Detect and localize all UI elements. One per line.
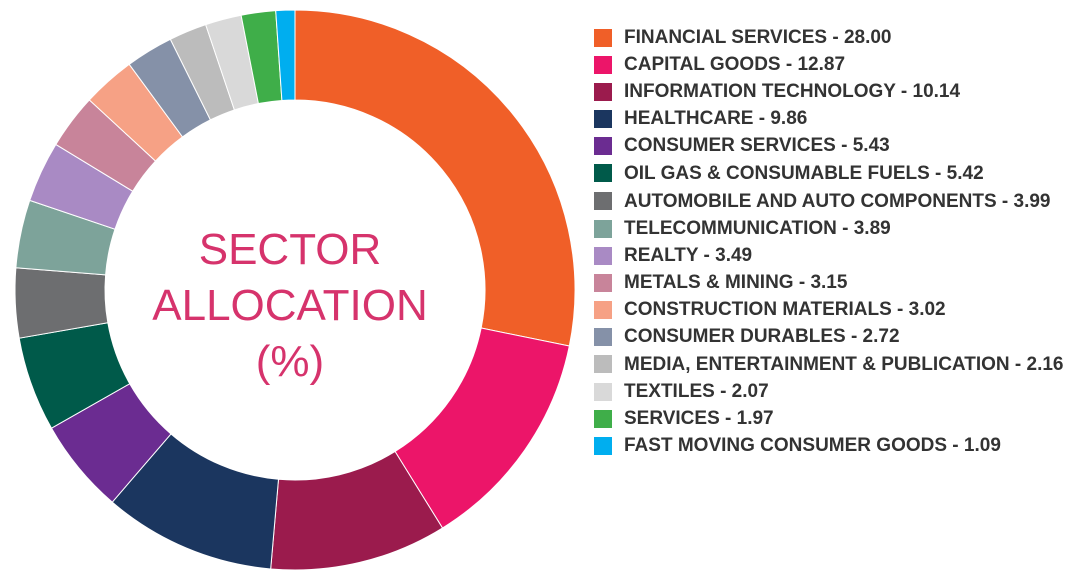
legend-swatch	[594, 29, 612, 47]
center-title-line-3: (%)	[255, 337, 325, 386]
legend-swatch	[594, 437, 612, 455]
legend-swatch	[594, 355, 612, 373]
legend-item: TELECOMMUNICATION - 3.89	[594, 219, 1074, 239]
legend-label: CAPITAL GOODS - 12.87	[624, 54, 846, 75]
legend-label: CONSTRUCTION MATERIALS - 3.02	[624, 299, 946, 320]
legend-item: CONSUMER SERVICES - 5.43	[594, 136, 1074, 156]
legend-swatch	[594, 301, 612, 319]
legend-swatch	[594, 83, 612, 101]
legend-item: SERVICES - 1.97	[594, 409, 1074, 429]
legend-swatch	[594, 247, 612, 265]
center-title-line-1: SECTOR	[198, 225, 382, 274]
center-title-line-2: ALLOCATION	[152, 281, 428, 330]
legend-label: METALS & MINING - 3.15	[624, 272, 848, 293]
legend-swatch	[594, 192, 612, 210]
legend-label: MEDIA, ENTERTAINMENT & PUBLICATION - 2.1…	[624, 354, 1064, 375]
legend-label: SERVICES - 1.97	[624, 408, 774, 429]
legend-label: CONSUMER DURABLES - 2.72	[624, 326, 900, 347]
legend-label: REALTY - 3.49	[624, 245, 753, 266]
chart-legend: FINANCIAL SERVICES - 28.00 CAPITAL GOODS …	[594, 28, 1074, 463]
legend-swatch	[594, 56, 612, 74]
legend-label: CONSUMER SERVICES - 5.43	[624, 135, 890, 156]
legend-item: CONSUMER DURABLES - 2.72	[594, 327, 1074, 347]
legend-label: AUTOMOBILE AND AUTO COMPONENTS - 3.99	[624, 191, 1051, 212]
legend-swatch	[594, 220, 612, 238]
legend-label: FAST MOVING CONSUMER GOODS - 1.09	[624, 435, 1001, 456]
legend-swatch	[594, 410, 612, 428]
legend-swatch	[594, 274, 612, 292]
legend-item: INFORMATION TECHNOLOGY - 10.14	[594, 82, 1074, 102]
legend-item: OIL GAS & CONSUMABLE FUELS - 5.42	[594, 160, 1074, 187]
legend-label: FINANCIAL SERVICES - 28.00	[624, 27, 892, 48]
legend-label: TEXTILES - 2.07	[624, 381, 769, 402]
legend-label: HEALTHCARE - 9.86	[624, 108, 808, 129]
legend-swatch	[594, 110, 612, 128]
legend-item: FAST MOVING CONSUMER GOODS - 1.09	[594, 436, 1074, 456]
legend-item: CONSTRUCTION MATERIALS - 3.02	[594, 300, 1074, 320]
donut-chart	[14, 9, 576, 571]
legend-label: TELECOMMUNICATION - 3.89	[624, 218, 891, 239]
legend-item: HEALTHCARE - 9.86	[594, 109, 1074, 129]
pie-slice-16	[275, 9, 296, 101]
chart-center-title: SECTOR ALLOCATION (%)	[140, 222, 440, 390]
legend-item: AUTOMOBILE AND AUTO COMPONENTS - 3.99	[594, 188, 1074, 215]
legend-swatch	[594, 383, 612, 401]
legend-swatch	[594, 328, 612, 346]
pie-slice-1	[294, 9, 576, 347]
legend-item: MEDIA, ENTERTAINMENT & PUBLICATION - 2.1…	[594, 351, 1074, 378]
legend-swatch	[594, 137, 612, 155]
legend-item: FINANCIAL SERVICES - 28.00	[594, 28, 1074, 48]
legend-item: REALTY - 3.49	[594, 246, 1074, 266]
legend-item: CAPITAL GOODS - 12.87	[594, 55, 1074, 75]
legend-label: INFORMATION TECHNOLOGY - 10.14	[624, 81, 961, 102]
legend-item: METALS & MINING - 3.15	[594, 273, 1074, 293]
legend-label: OIL GAS & CONSUMABLE FUELS - 5.42	[624, 163, 984, 184]
legend-item: TEXTILES - 2.07	[594, 382, 1074, 402]
legend-swatch	[594, 164, 612, 182]
